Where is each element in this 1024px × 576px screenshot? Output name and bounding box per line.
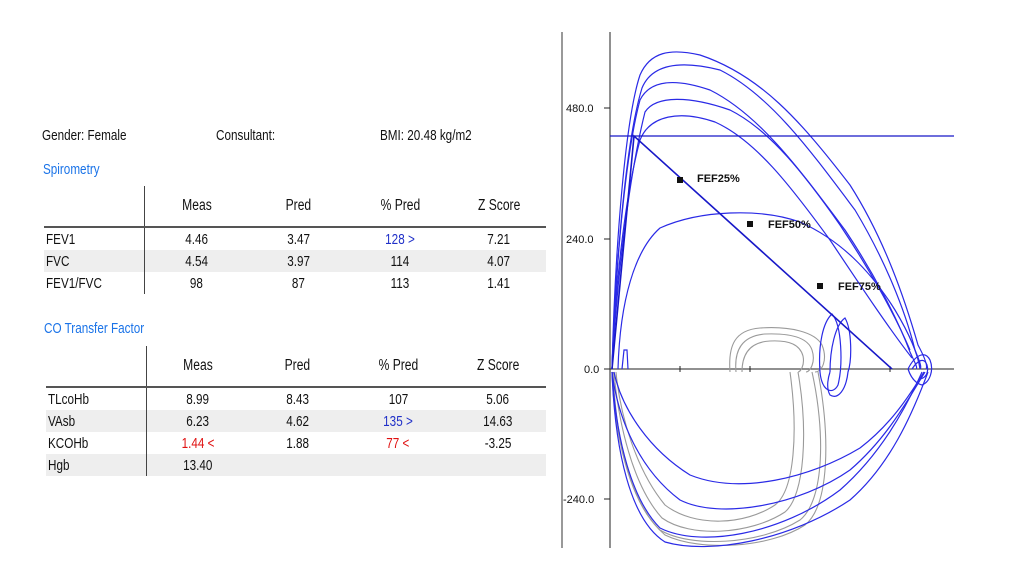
consultant-label: Consultant: (216, 127, 276, 144)
table-row: FEV1 4.46 3.47 128 > 7.21 (44, 226, 546, 250)
table-row: Hgb 13.40 (46, 454, 546, 476)
results-panel: Gender: Female Consultant: BMI: 20.48 kg… (42, 127, 546, 476)
table-row: TLcoHb 8.99 8.43 107 5.06 (46, 386, 546, 410)
measured-loops (611, 51, 933, 548)
fef-markers: FEF25% FEF50% FEF75% (677, 173, 881, 293)
fef50-label: FEF50% (768, 219, 811, 231)
fef75-marker (817, 283, 823, 289)
y-tick-label: 0.0 (584, 364, 599, 376)
spirometry-table: Meas Pred % Pred Z Score FEV1 4.46 3.47 … (44, 186, 546, 294)
column-header: Pred (285, 197, 311, 214)
spirometry-section-link[interactable]: Spirometry (43, 161, 100, 178)
y-tick-label: -240.0 (563, 494, 594, 506)
column-header: % Pred (378, 357, 418, 374)
y-tick-label: 240.0 (566, 234, 594, 246)
table-row: FVC 4.54 3.97 114 4.07 (44, 250, 546, 272)
fef50-marker (747, 221, 753, 227)
co-transfer-table: Meas Pred % Pred Z Score TLcoHb 8.99 8.4… (46, 346, 546, 476)
fef75-label: FEF75% (838, 281, 881, 293)
bmi-label: BMI: 20.48 kg/m2 (380, 127, 472, 144)
table-row: KCOHb 1.44 < 1.88 77 < -3.25 (46, 432, 546, 454)
flow-volume-plot: 480.0 240.0 0.0 -240.0 (561, 32, 954, 548)
column-header: Pred (284, 357, 310, 374)
spirometry-header-row: Meas Pred % Pred Z Score (44, 186, 546, 227)
fef25-marker (677, 177, 683, 183)
table-row: VAsb 6.23 4.62 135 > 14.63 (46, 410, 546, 432)
column-header: Meas (181, 197, 212, 214)
column-header: Z Score (477, 197, 521, 214)
co-transfer-header-row: Meas Pred % Pred Z Score (46, 346, 546, 387)
y-tick-label: 480.0 (566, 103, 594, 115)
predicted-curve (610, 134, 954, 370)
fef25-label: FEF25% (697, 173, 740, 185)
column-header: % Pred (380, 197, 420, 214)
baseline-loops (611, 327, 827, 546)
gender-label: Gender: Female (42, 127, 127, 144)
table-row: FEV1/FVC 98 87 113 1.41 (44, 272, 546, 294)
co-transfer-section-link[interactable]: CO Transfer Factor (44, 320, 145, 337)
y-ticks (604, 107, 891, 500)
column-header: Meas (182, 357, 213, 374)
column-header: Z Score (476, 357, 520, 374)
